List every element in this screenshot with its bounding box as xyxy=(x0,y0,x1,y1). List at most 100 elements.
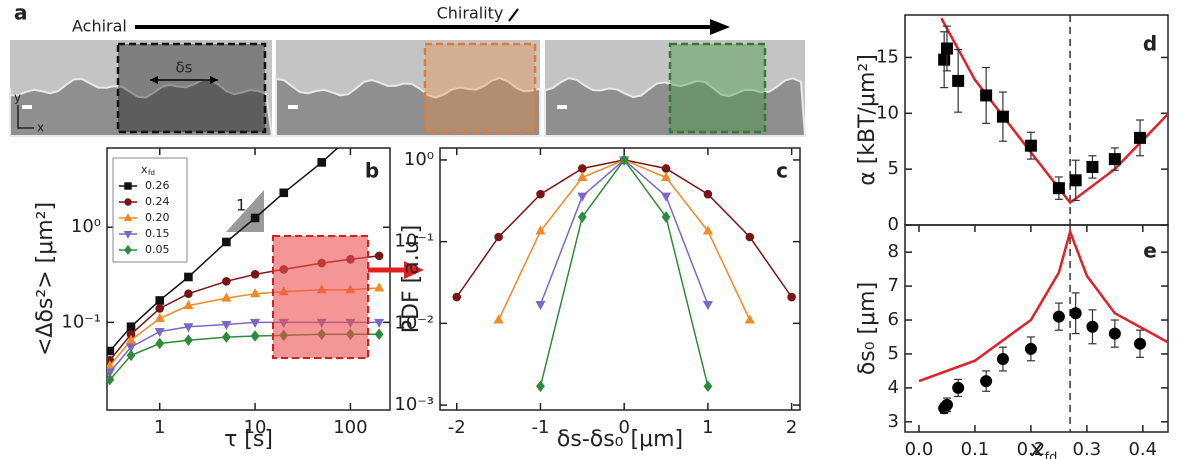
marker xyxy=(1108,327,1121,340)
marker xyxy=(661,211,671,223)
marker xyxy=(535,225,546,235)
marker xyxy=(125,334,137,344)
marker xyxy=(374,251,384,261)
marker xyxy=(1134,337,1147,350)
marker xyxy=(107,368,115,378)
marker xyxy=(787,292,796,302)
marker xyxy=(250,213,260,223)
legend-label: 0.26 xyxy=(145,179,170,192)
marker xyxy=(222,237,231,247)
marker xyxy=(535,300,546,311)
plot-frame xyxy=(439,147,801,411)
marker xyxy=(250,330,260,342)
arrow-icon xyxy=(508,8,519,22)
left-text: Achiral xyxy=(72,17,127,36)
marker xyxy=(940,42,953,55)
marker xyxy=(536,189,545,199)
marker xyxy=(222,277,231,286)
marker xyxy=(1069,307,1082,320)
plot-area xyxy=(938,15,1168,225)
x-tick-label: 0.2 xyxy=(1017,439,1046,459)
marker xyxy=(221,292,232,302)
legend-label: 0.24 xyxy=(145,195,170,208)
scale-bar xyxy=(557,105,567,109)
y-tick-label: 7 xyxy=(888,275,899,296)
marker xyxy=(125,343,137,353)
marker xyxy=(1086,320,1099,333)
series-line xyxy=(109,148,339,352)
x-tick-label: 1 xyxy=(154,417,165,438)
marker xyxy=(250,318,261,328)
plot-frame xyxy=(106,147,391,411)
legend-label: 0.20 xyxy=(145,211,170,224)
marker xyxy=(661,164,671,173)
marker xyxy=(155,296,165,305)
panel-label: a xyxy=(14,1,28,25)
fit-line xyxy=(940,17,1168,205)
marker xyxy=(126,322,136,332)
axis-x-text: x xyxy=(37,121,44,135)
marker xyxy=(374,328,384,341)
arrow-text: Chirality xyxy=(437,4,504,23)
y-tick-label: 10 xyxy=(876,102,899,123)
marker xyxy=(980,89,993,102)
x-tick-label: 100 xyxy=(333,417,367,438)
x-tick-label: 0.1 xyxy=(961,439,990,459)
scale-bar xyxy=(22,105,32,109)
x-tick-label: 0.3 xyxy=(1073,439,1102,459)
scale-bar xyxy=(288,105,298,109)
y-tick-label: 10⁰ xyxy=(404,149,434,170)
marker xyxy=(221,331,231,343)
marker xyxy=(980,375,993,388)
marker xyxy=(1052,310,1065,323)
y-tick-label: 10⁰ xyxy=(71,216,101,237)
y-tick-label: 15 xyxy=(876,46,899,67)
region-box xyxy=(116,42,267,134)
marker xyxy=(940,398,953,411)
series-line xyxy=(497,159,751,321)
y-axis-label: δs₀ [μm] xyxy=(855,282,880,375)
panel-label: b xyxy=(365,159,379,183)
micrograph-dark xyxy=(275,77,541,137)
x-tick-label: 2 xyxy=(786,417,797,438)
y-tick-label: 10⁻¹ xyxy=(61,311,101,332)
marker xyxy=(107,373,115,386)
marker xyxy=(1134,131,1147,144)
xy-axes xyxy=(17,105,34,129)
micrograph-dark xyxy=(544,77,807,137)
legend-label: 0.15 xyxy=(145,227,170,240)
y-tick-label: 8 xyxy=(888,241,899,262)
x-tick-label: -1 xyxy=(531,417,549,438)
marker xyxy=(1069,174,1082,187)
marker xyxy=(183,334,193,346)
marker xyxy=(702,225,713,235)
region-box xyxy=(423,42,537,134)
x-tick-label: -2 xyxy=(448,417,466,438)
marker xyxy=(938,53,951,66)
marker xyxy=(952,74,965,87)
marker xyxy=(703,380,713,392)
marker xyxy=(183,300,194,310)
marker xyxy=(250,270,260,279)
marker xyxy=(184,272,193,282)
marker xyxy=(703,189,713,199)
y-axis-label: α [kBT/μm²] xyxy=(855,54,880,186)
marker xyxy=(374,318,385,328)
marker xyxy=(250,288,261,298)
x-tick-label: 0.0 xyxy=(905,439,934,459)
x-axis-label: δs-δs₀ [μm] xyxy=(557,427,683,452)
marker xyxy=(107,346,115,356)
slope-label: 1 xyxy=(236,196,246,215)
marker xyxy=(1108,153,1121,166)
marker xyxy=(536,380,545,392)
marker xyxy=(702,300,713,311)
marker xyxy=(126,349,136,362)
y-tick-label: 0 xyxy=(888,214,899,235)
marker xyxy=(154,312,165,322)
marker xyxy=(183,323,194,333)
plot-area xyxy=(918,225,1168,432)
region-box xyxy=(668,42,767,134)
x-tick-label: 10 xyxy=(244,417,267,438)
